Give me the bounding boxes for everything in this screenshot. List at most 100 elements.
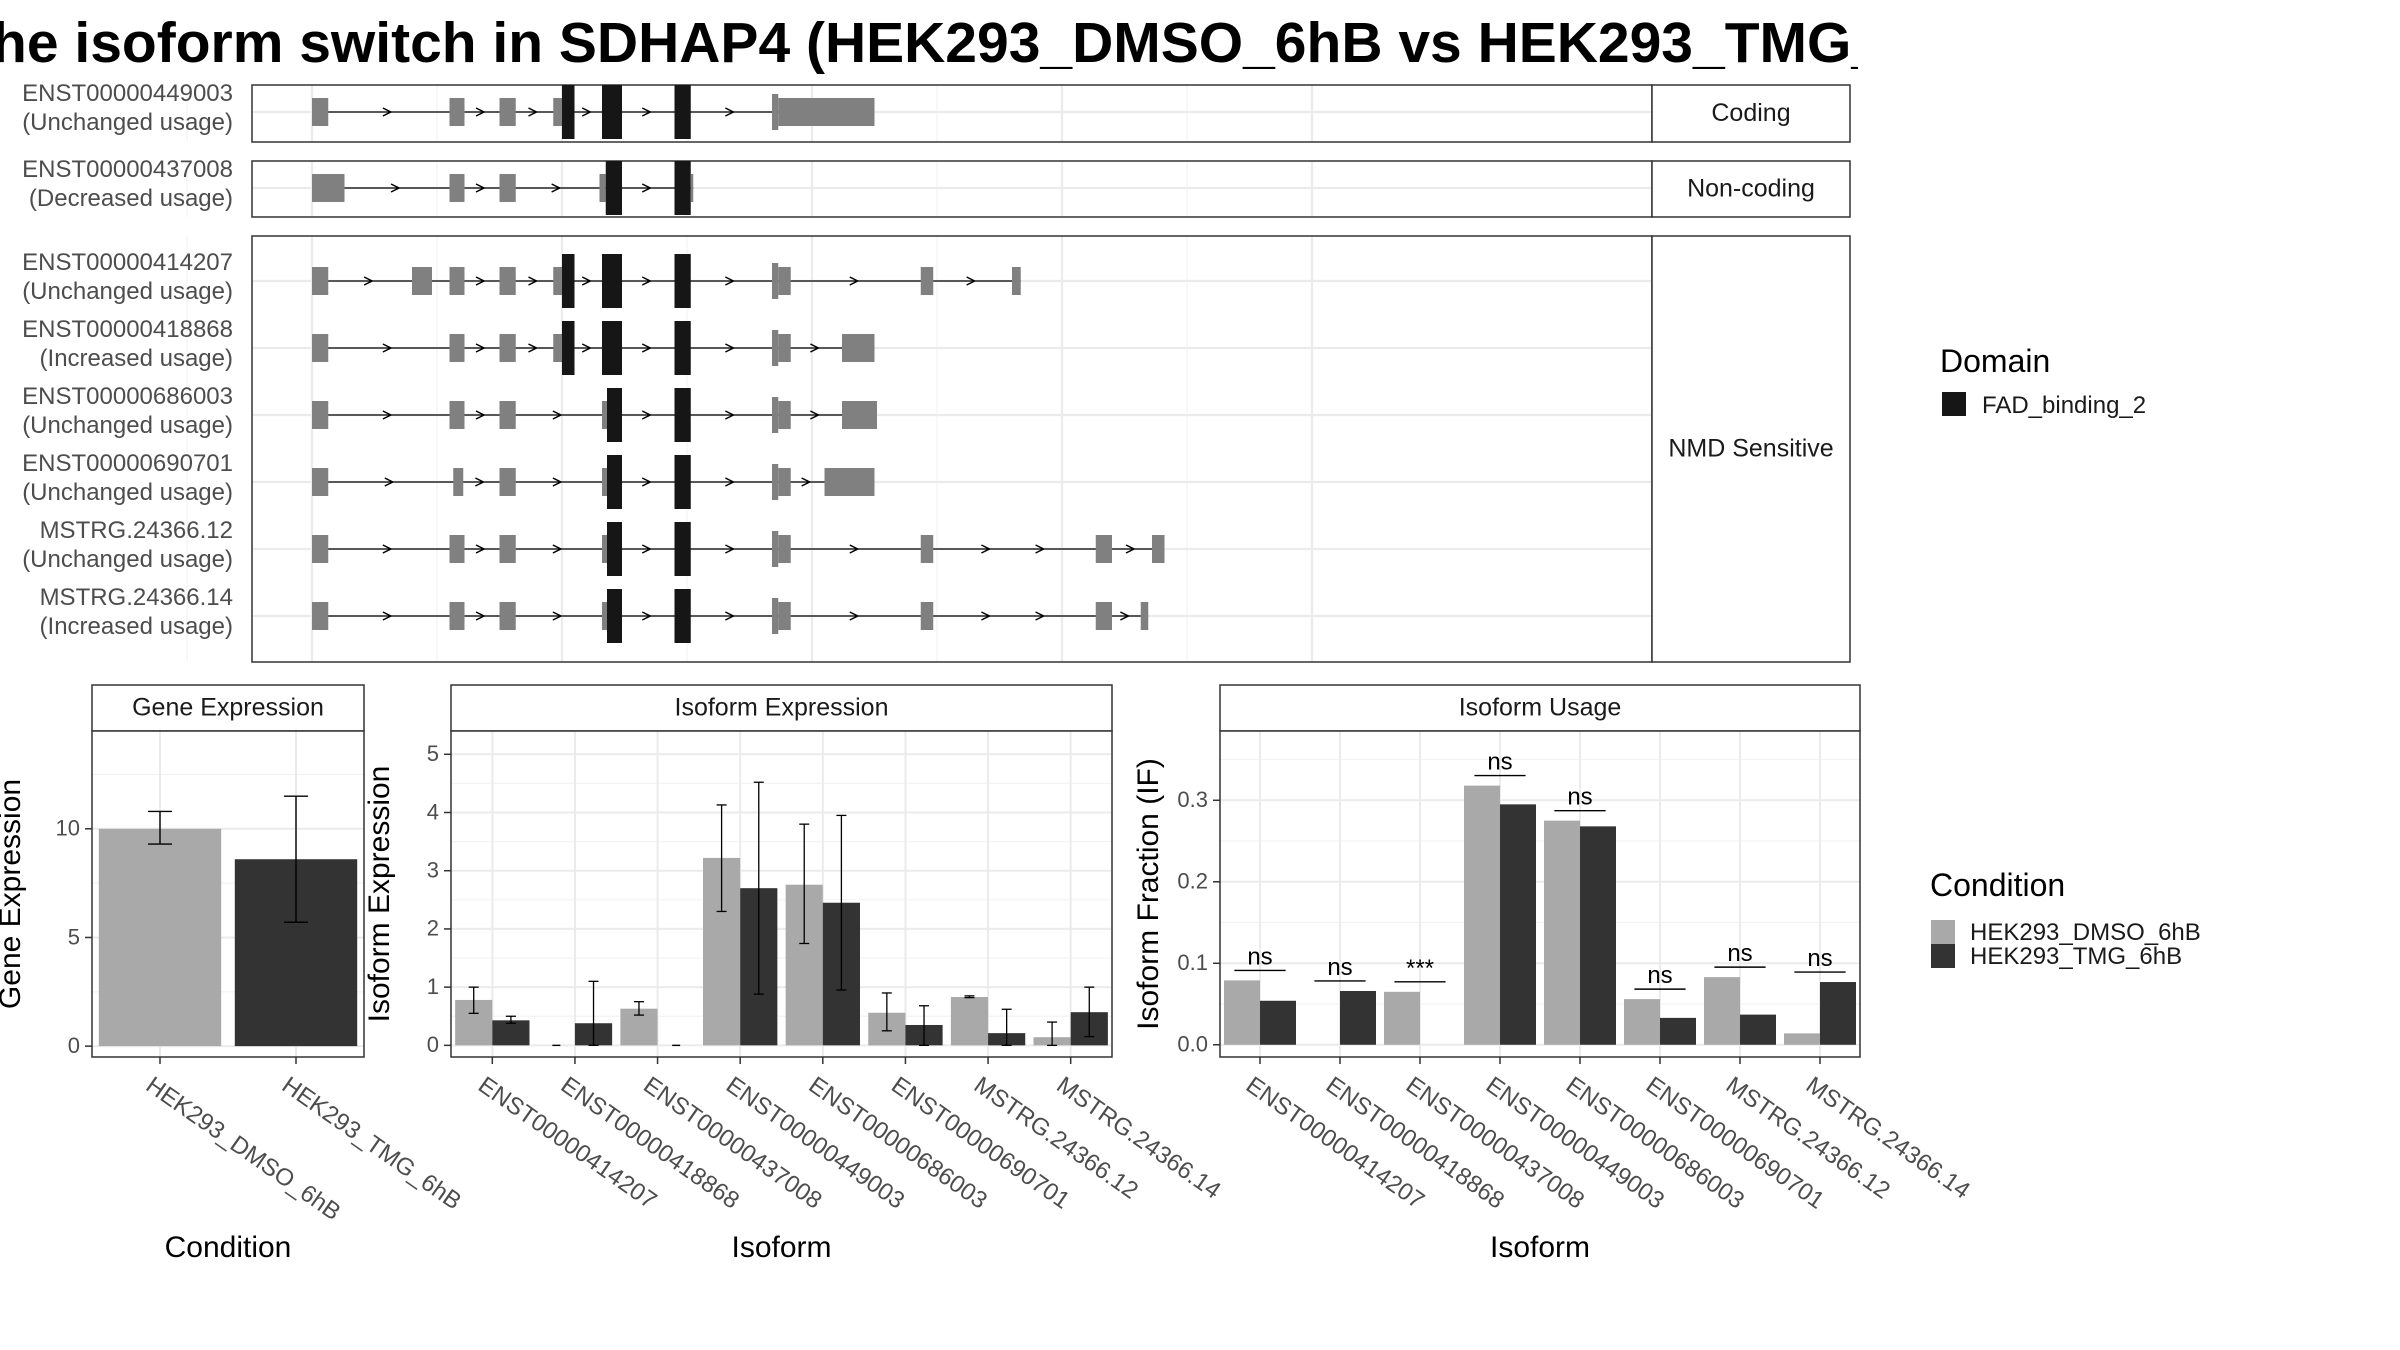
intron-arrow — [801, 477, 812, 487]
intron-arrow — [641, 611, 652, 621]
exon — [449, 602, 465, 630]
transcript-usage-label: (Unchanged usage) — [22, 412, 233, 439]
intron-arrow — [641, 410, 652, 420]
structure-strip-label: NMD Sensitive — [1668, 435, 1833, 463]
chart-panel: Isoform Expression012345ENST00000414207E… — [363, 684, 1226, 1264]
y-tick-label: 0.1 — [1177, 950, 1208, 975]
domain-exon — [674, 321, 691, 375]
intron-arrow — [1125, 544, 1136, 554]
intron-arrow — [551, 183, 562, 193]
y-axis-title: Isoform Expression — [363, 766, 396, 1023]
transcript-id-label: ENST00000414207 — [22, 249, 233, 276]
intron-arrow — [552, 544, 563, 554]
intron-arrow — [641, 183, 652, 193]
intron-arrow — [725, 410, 736, 420]
transcript-usage-label: (Unchanged usage) — [22, 278, 233, 305]
error-bar — [881, 992, 892, 1032]
y-tick-label: 1 — [427, 974, 439, 999]
exon — [312, 174, 345, 202]
intron-arrow — [581, 343, 592, 353]
significance-annotation: ns — [1714, 940, 1766, 968]
y-tick-label: 0 — [68, 1033, 80, 1058]
error-bar — [716, 804, 727, 913]
condition-legend-key — [1931, 920, 1955, 944]
bar — [1544, 820, 1580, 1045]
domain-legend: Domain FAD_binding_2 — [1940, 343, 2146, 419]
exon — [772, 598, 779, 634]
domain-exon — [602, 254, 622, 308]
domain-exon — [607, 388, 622, 442]
structure-panel-background — [252, 85, 1652, 142]
exon — [449, 267, 465, 295]
intron-arrow — [981, 544, 992, 554]
exon — [772, 94, 779, 130]
error-bar — [1084, 986, 1095, 1038]
intron-arrow — [1035, 544, 1046, 554]
transcript-row: ENST00000437008(Decreased usage) — [22, 156, 694, 215]
transcript-id-label: ENST00000418868 — [22, 316, 233, 343]
exon — [1095, 602, 1112, 630]
transcript-id-label: ENST00000686003 — [22, 383, 233, 410]
domain-legend-title: Domain — [1940, 343, 2050, 379]
exon — [499, 174, 516, 202]
intron-arrow — [382, 611, 393, 621]
exon — [1152, 535, 1165, 563]
significance-label: ns — [1567, 784, 1592, 811]
structure-strip-label: Non-coding — [1687, 175, 1815, 203]
intron-arrow — [641, 276, 652, 286]
figure-title: he isoform switch in SDHAP4 (HEK293_DMSO… — [0, 11, 1858, 75]
structure-strip — [1651, 84, 1851, 143]
bar — [1820, 982, 1856, 1045]
transcript-id-label: MSTRG.24366.14 — [40, 584, 233, 611]
structure-strip-label: Coding — [1711, 99, 1790, 127]
intron-arrow — [552, 410, 563, 420]
bar — [1260, 1000, 1296, 1045]
significance-label: ns — [1247, 943, 1272, 970]
chart-panel: Isoform Usage 0.0 0.1 0.2 0.3 ns ns *** ns ns ns ns… — [1132, 684, 1975, 1264]
y-tick-label: 10 — [56, 816, 80, 841]
significance-label: ns — [1327, 954, 1352, 981]
intron-arrow — [475, 477, 486, 487]
intron-arrow — [641, 343, 652, 353]
x-axis-title: Isoform — [731, 1231, 831, 1264]
chart-title: Isoform Expression — [675, 694, 889, 722]
exon — [599, 174, 606, 202]
exon — [499, 401, 516, 429]
intron-arrow — [810, 410, 821, 420]
intron-arrow — [382, 107, 393, 117]
exon — [1095, 535, 1112, 563]
transcript-id-label: ENST00000690701 — [22, 450, 233, 477]
domain-exon — [607, 455, 622, 509]
transcript-usage-label: (Unchanged usage) — [22, 479, 233, 506]
domain-exon — [674, 161, 691, 215]
y-tick-label: 0 — [427, 1032, 439, 1057]
error-bar — [753, 781, 764, 995]
domain-exon — [602, 85, 622, 139]
significance-label: ns — [1487, 749, 1512, 776]
exon — [920, 602, 934, 630]
domain-exon — [607, 522, 622, 576]
intron-arrow — [581, 276, 592, 286]
significance-annotation: ns — [1314, 954, 1366, 982]
y-tick-label: 5 — [68, 924, 80, 949]
exon — [778, 267, 791, 295]
intron-arrow — [528, 343, 539, 353]
exon — [772, 464, 779, 500]
domain-exon — [674, 455, 691, 509]
intron-arrow — [363, 276, 374, 286]
significance-annotation: ns — [1234, 943, 1286, 972]
error-bar — [1001, 1008, 1012, 1047]
transcript-usage-label: (Unchanged usage) — [22, 546, 233, 573]
intron-arrow — [475, 611, 486, 621]
intron-arrow — [725, 107, 736, 117]
exon — [312, 602, 329, 630]
intron-arrow — [725, 544, 736, 554]
domain-exon — [562, 321, 575, 375]
error-bar — [1047, 1021, 1058, 1047]
structure-facet: Non-coding ENST00000437008(Decreased usag… — [22, 156, 1851, 218]
exon — [772, 531, 779, 567]
domain-exon — [674, 522, 691, 576]
